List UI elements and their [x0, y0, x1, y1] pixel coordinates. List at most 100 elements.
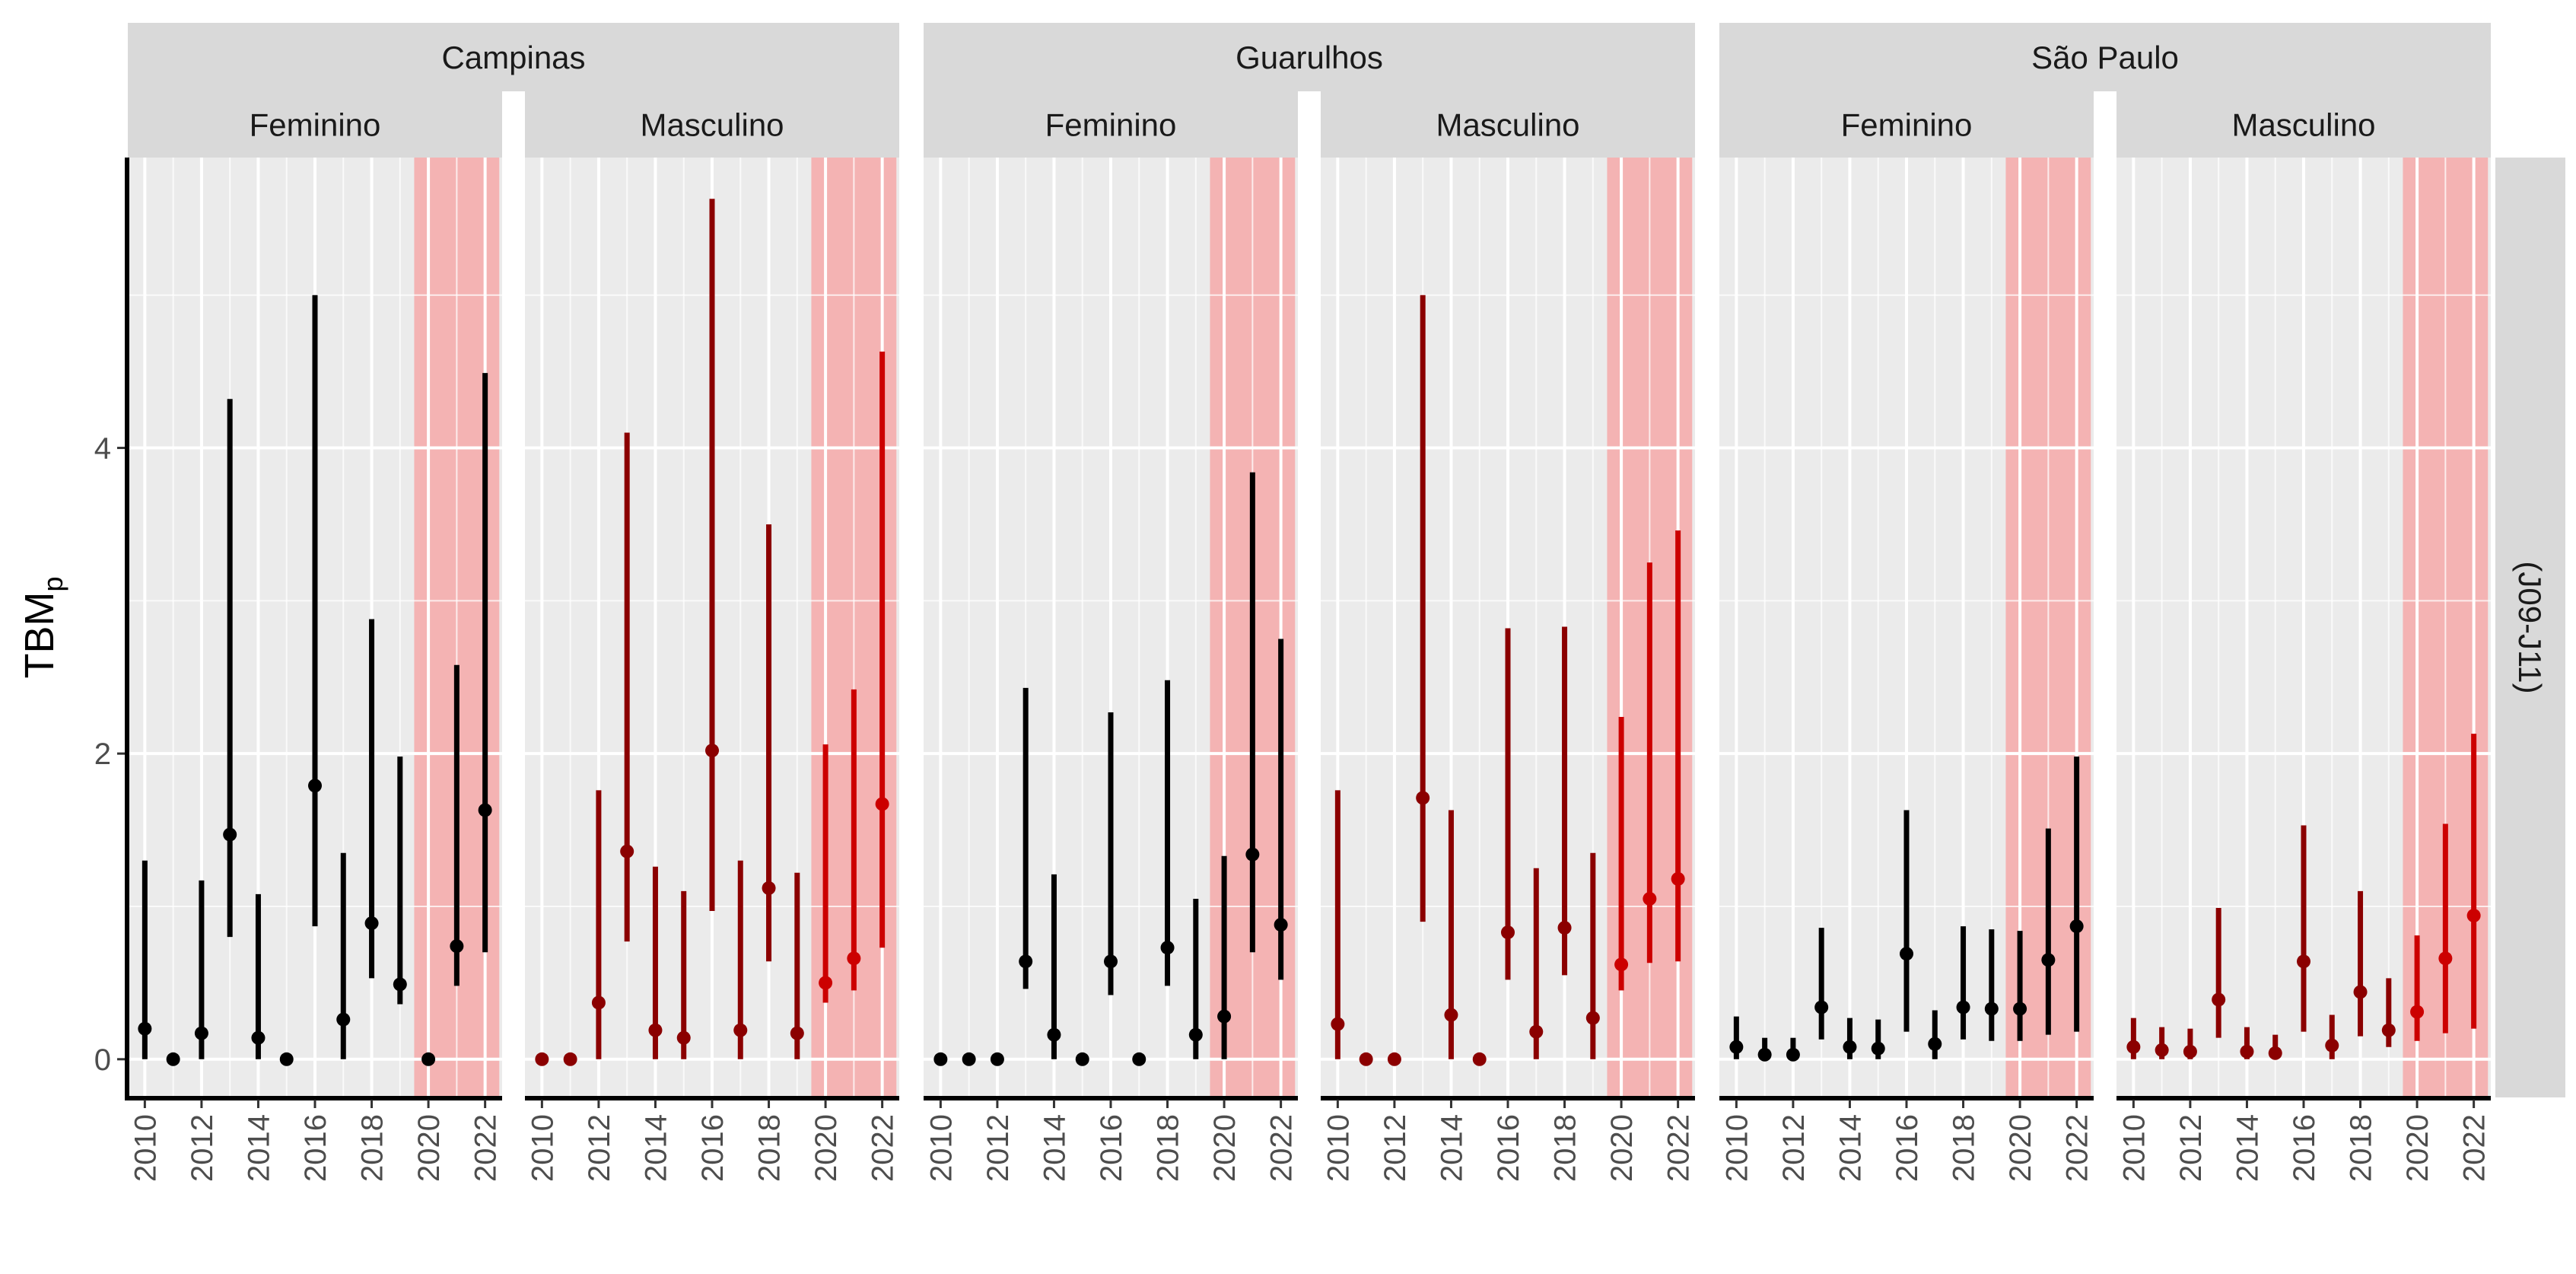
data-point	[1104, 954, 1118, 969]
data-point	[1671, 871, 1685, 886]
sex-strip	[2116, 91, 2491, 158]
y-tick-label: 2	[94, 737, 111, 771]
facet-strips: Campinas Guarulhos São Paulo Feminino Mascul…	[128, 23, 2565, 1097]
x-tick-label: 2018	[1549, 1114, 1582, 1182]
panel	[924, 158, 1298, 1097]
x-tick-label: 2016	[696, 1114, 730, 1182]
city-strip-label: São Paulo	[2031, 40, 2179, 75]
x-tick-label: 2014	[242, 1114, 275, 1182]
data-point	[1217, 1009, 1232, 1024]
data-point	[790, 1026, 804, 1040]
data-point	[1814, 1000, 1829, 1014]
sex-strip-label: Masculino	[1436, 107, 1579, 143]
x-tick-label: 2022	[1662, 1114, 1696, 1182]
x-tick-label: 2012	[1777, 1114, 1811, 1182]
data-point	[733, 1023, 748, 1037]
data-point	[1585, 1011, 1600, 1025]
data-point	[1160, 941, 1175, 955]
x-tick-label: 2020	[1208, 1114, 1242, 1182]
data-point	[535, 1052, 549, 1066]
x-tick-label: 2014	[2231, 1114, 2264, 1182]
city-strip	[924, 23, 1695, 91]
panel	[1321, 158, 1695, 1097]
data-point	[2183, 1044, 2197, 1059]
data-point	[1359, 1052, 1373, 1066]
data-point	[591, 995, 606, 1010]
sex-strip	[525, 91, 899, 158]
data-point	[2325, 1038, 2339, 1053]
x-tick-label: 2022	[2458, 1114, 2492, 1182]
data-point	[1928, 1037, 1942, 1051]
panel	[2116, 158, 2491, 1097]
data-point	[393, 977, 407, 992]
data-point	[1274, 918, 1288, 932]
y-tick-label: 4	[94, 432, 111, 466]
y-tick-label: 0	[94, 1043, 111, 1077]
data-point	[2381, 1023, 2396, 1037]
x-tick-label: 2018	[356, 1114, 390, 1182]
data-point	[1643, 891, 1657, 906]
data-point	[308, 779, 322, 793]
x-tick-label: 2010	[1720, 1114, 1754, 1182]
sex-strip-label: Feminino	[1045, 107, 1177, 143]
data-point	[875, 797, 889, 811]
x-tick-label: 2014	[1038, 1114, 1071, 1182]
data-point	[251, 1030, 266, 1045]
panel	[525, 158, 899, 1097]
sex-strip	[1321, 91, 1695, 158]
x-tick-label: 2016	[1095, 1114, 1128, 1182]
data-point	[1472, 1052, 1487, 1066]
panel	[128, 158, 502, 1097]
data-point	[2069, 919, 2084, 934]
x-tick-label: 2010	[1321, 1114, 1355, 1182]
data-point	[1132, 1052, 1146, 1066]
x-tick-label: 2016	[2288, 1114, 2321, 1182]
row-strip-label: (J09-J11)	[2512, 561, 2548, 693]
x-tick-label: 2010	[2117, 1114, 2151, 1182]
axes: 2010 2012 2014 2016 2018 2020 2022 2010 2012 2014…	[94, 158, 2492, 1182]
data-point	[450, 939, 464, 954]
data-point	[279, 1052, 294, 1066]
city-strip-label: Guarulhos	[1236, 40, 1383, 75]
row-strip	[2495, 158, 2565, 1097]
x-tick-label: 2020	[1605, 1114, 1639, 1182]
data-point	[933, 1052, 948, 1066]
x-tick-label: 2022	[867, 1114, 900, 1182]
data-point	[648, 1023, 663, 1037]
x-tick-label: 2012	[1379, 1114, 1412, 1182]
data-point	[1529, 1024, 1544, 1039]
data-point	[2013, 1002, 2027, 1016]
data-point	[2126, 1040, 2141, 1054]
data-point	[962, 1052, 976, 1066]
sex-strip	[128, 91, 502, 158]
data-point	[1387, 1052, 1401, 1066]
facet-panels	[128, 158, 2491, 1097]
data-point	[1047, 1027, 1061, 1042]
data-point	[2353, 985, 2368, 999]
x-tick-label: 2014	[1833, 1114, 1867, 1182]
data-point	[1501, 925, 1515, 940]
x-tick-label: 2020	[2004, 1114, 2037, 1182]
data-point	[1729, 1040, 1744, 1054]
data-point	[990, 1052, 1004, 1066]
data-point	[620, 844, 634, 858]
x-tick-label: 2018	[1948, 1114, 1981, 1182]
y-axis-title-main: TBM	[17, 592, 62, 679]
data-point	[1984, 1002, 1999, 1016]
data-point	[1786, 1047, 1800, 1062]
data-point	[1416, 791, 1430, 805]
data-point	[1900, 947, 1913, 961]
data-point	[1075, 1052, 1089, 1066]
data-point	[166, 1052, 180, 1066]
city-strip	[1719, 23, 2491, 91]
x-tick-label: 2010	[526, 1114, 559, 1182]
data-point	[2212, 992, 2226, 1007]
data-point	[563, 1052, 577, 1066]
data-point	[194, 1026, 208, 1040]
data-point	[2438, 951, 2453, 966]
x-tick-label: 2016	[1492, 1114, 1525, 1182]
data-point	[478, 803, 492, 817]
x-tick-label: 2016	[1891, 1114, 1924, 1182]
sex-strip-label: Masculino	[2231, 107, 2375, 143]
